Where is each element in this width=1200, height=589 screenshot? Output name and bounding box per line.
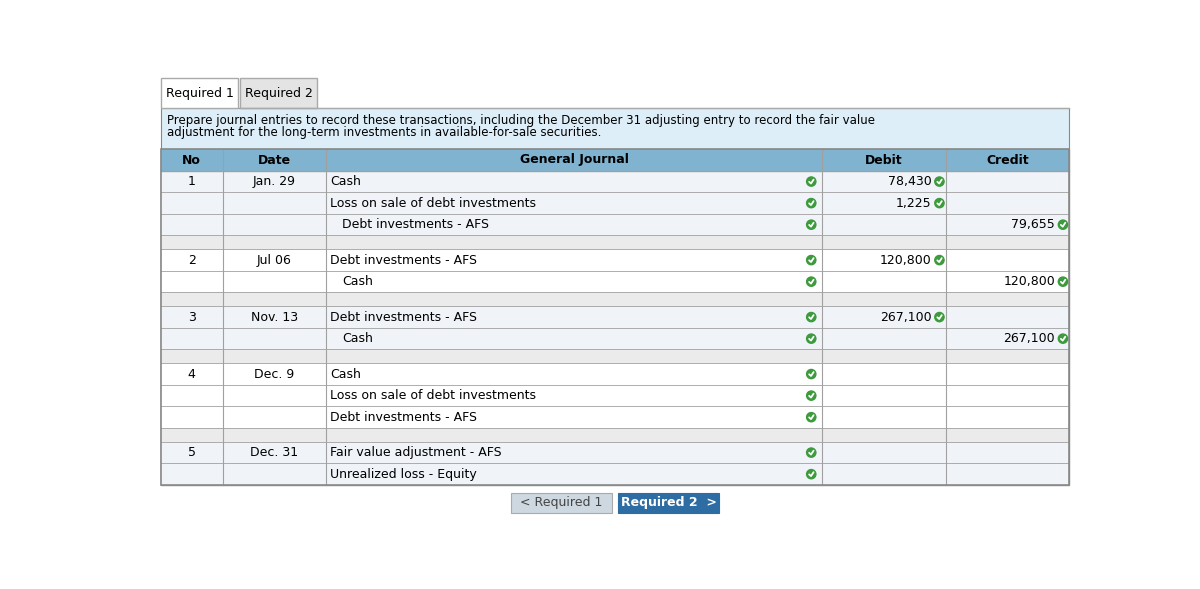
Text: 267,100: 267,100 [1003, 332, 1055, 345]
Text: Fair value adjustment - AFS: Fair value adjustment - AFS [330, 446, 502, 459]
Text: Required 2  >: Required 2 > [620, 496, 716, 509]
FancyBboxPatch shape [618, 492, 719, 512]
Circle shape [806, 369, 816, 379]
Text: Cash: Cash [342, 275, 373, 288]
FancyBboxPatch shape [161, 464, 1069, 485]
Text: Cash: Cash [342, 332, 373, 345]
Text: 1: 1 [187, 175, 196, 188]
Circle shape [806, 220, 816, 229]
Text: Date: Date [258, 154, 290, 167]
FancyBboxPatch shape [161, 149, 1069, 171]
FancyBboxPatch shape [161, 108, 1069, 149]
FancyBboxPatch shape [511, 492, 612, 512]
FancyBboxPatch shape [161, 271, 1069, 293]
Circle shape [806, 448, 816, 457]
Circle shape [806, 277, 816, 286]
FancyBboxPatch shape [161, 385, 1069, 406]
Text: < Required 1: < Required 1 [521, 496, 602, 509]
Circle shape [1058, 277, 1068, 286]
Text: General Journal: General Journal [520, 154, 629, 167]
Text: No: No [182, 154, 202, 167]
Circle shape [935, 198, 944, 208]
Text: Cash: Cash [330, 175, 361, 188]
FancyBboxPatch shape [161, 428, 1069, 442]
Text: Debit: Debit [865, 154, 902, 167]
Text: Prepare journal entries to record these transactions, including the December 31 : Prepare journal entries to record these … [167, 114, 875, 127]
FancyBboxPatch shape [161, 306, 1069, 328]
Circle shape [1058, 220, 1068, 229]
FancyBboxPatch shape [161, 193, 1069, 214]
FancyBboxPatch shape [161, 328, 1069, 349]
Text: 1,225: 1,225 [896, 197, 931, 210]
Text: 4: 4 [187, 368, 196, 380]
Text: Required 2: Required 2 [245, 87, 312, 100]
Text: Loss on sale of debt investments: Loss on sale of debt investments [330, 389, 536, 402]
Circle shape [806, 469, 816, 479]
Text: Cash: Cash [330, 368, 361, 380]
Circle shape [806, 312, 816, 322]
FancyBboxPatch shape [161, 214, 1069, 236]
Text: Nov. 13: Nov. 13 [251, 310, 298, 323]
FancyBboxPatch shape [161, 406, 1069, 428]
Text: Required 1: Required 1 [166, 87, 234, 100]
Circle shape [935, 256, 944, 264]
Circle shape [1058, 334, 1068, 343]
FancyBboxPatch shape [161, 363, 1069, 385]
Text: Loss on sale of debt investments: Loss on sale of debt investments [330, 197, 536, 210]
Text: Debt investments - AFS: Debt investments - AFS [342, 218, 490, 231]
FancyBboxPatch shape [161, 78, 239, 108]
Text: Dec. 9: Dec. 9 [254, 368, 294, 380]
Text: 5: 5 [187, 446, 196, 459]
Circle shape [935, 177, 944, 186]
FancyBboxPatch shape [161, 171, 1069, 193]
FancyBboxPatch shape [161, 236, 1069, 249]
Text: Dec. 31: Dec. 31 [251, 446, 299, 459]
Circle shape [935, 312, 944, 322]
FancyBboxPatch shape [161, 293, 1069, 306]
Text: 79,655: 79,655 [1012, 218, 1055, 231]
FancyBboxPatch shape [161, 249, 1069, 271]
Text: adjustment for the long-term investments in available-for-sale securities.: adjustment for the long-term investments… [167, 126, 601, 139]
Text: 78,430: 78,430 [888, 175, 931, 188]
Text: 2: 2 [187, 254, 196, 267]
Text: Debt investments - AFS: Debt investments - AFS [330, 254, 478, 267]
Text: Jan. 29: Jan. 29 [253, 175, 296, 188]
Text: Debt investments - AFS: Debt investments - AFS [330, 310, 478, 323]
Text: 120,800: 120,800 [880, 254, 931, 267]
Text: 3: 3 [187, 310, 196, 323]
Circle shape [806, 412, 816, 422]
FancyBboxPatch shape [161, 442, 1069, 464]
Circle shape [806, 334, 816, 343]
FancyBboxPatch shape [161, 349, 1069, 363]
Text: 120,800: 120,800 [1003, 275, 1055, 288]
Text: Jul 06: Jul 06 [257, 254, 292, 267]
Circle shape [806, 177, 816, 186]
Text: 267,100: 267,100 [880, 310, 931, 323]
Circle shape [806, 256, 816, 264]
FancyBboxPatch shape [240, 78, 317, 108]
Text: Unrealized loss - Equity: Unrealized loss - Equity [330, 468, 476, 481]
Text: Debt investments - AFS: Debt investments - AFS [330, 411, 478, 423]
Circle shape [806, 198, 816, 208]
Circle shape [806, 391, 816, 401]
FancyBboxPatch shape [161, 149, 1069, 485]
Text: Credit: Credit [986, 154, 1028, 167]
